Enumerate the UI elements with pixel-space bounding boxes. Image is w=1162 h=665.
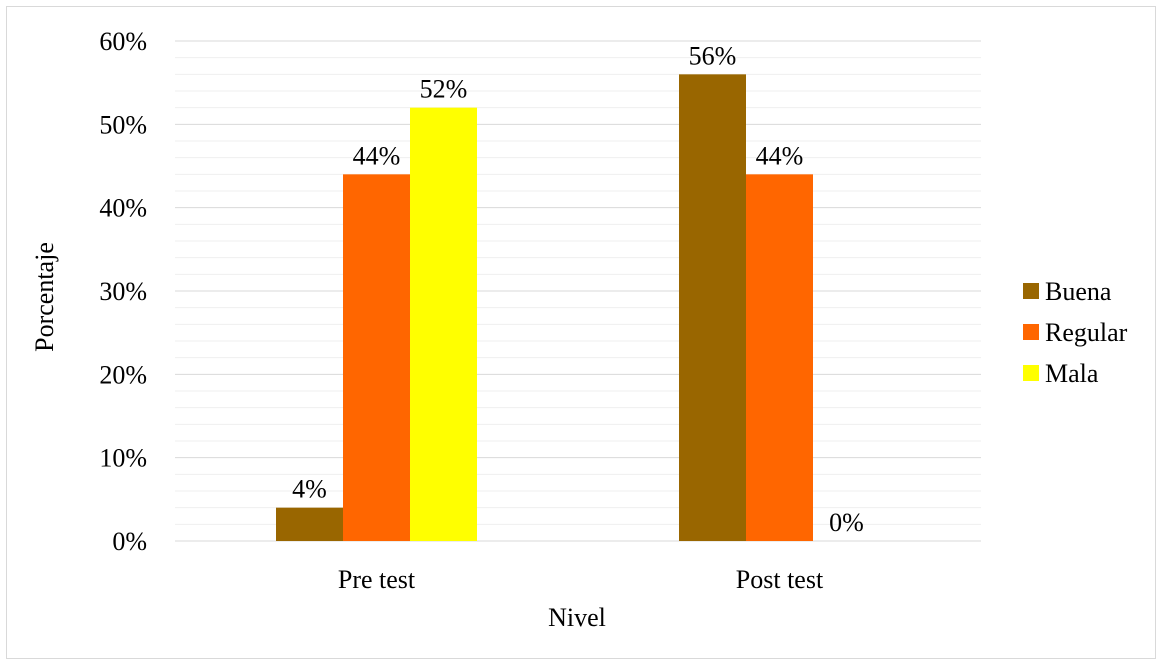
y-tick-label: 10% <box>99 444 147 473</box>
bar-mala <box>410 107 477 542</box>
x-tick-label: Pre test <box>338 565 416 594</box>
y-axis-title: Porcentaje <box>30 242 59 352</box>
legend: Buena Regular Mala <box>1023 277 1128 388</box>
y-axis-ticks: 0% 10% 20% 30% 40% 50% 60% <box>99 27 147 556</box>
legend-label: Regular <box>1045 318 1128 347</box>
bar-regular <box>343 174 410 542</box>
x-axis-title: Nivel <box>548 603 606 632</box>
legend-label: Mala <box>1045 359 1099 388</box>
y-tick-label: 30% <box>99 277 147 306</box>
data-label: 44% <box>756 141 804 170</box>
data-label: 4% <box>292 475 327 504</box>
y-tick-label: 0% <box>112 527 147 556</box>
data-label: 0% <box>829 508 864 537</box>
bar-buena <box>679 74 746 541</box>
bar-buena <box>276 507 343 541</box>
y-tick-label: 50% <box>99 110 147 139</box>
chart-frame: 4% 44% 52% 56% 44% 0% 0% 10% 20% 30% 40% 50% 60% Pr… <box>6 6 1156 659</box>
y-tick-label: 40% <box>99 194 147 223</box>
bar-chart: 4% 44% 52% 56% 44% 0% 0% 10% 20% 30% 40% 50% 60% Pr… <box>30 27 1128 632</box>
data-label: 52% <box>420 75 468 104</box>
legend-swatch <box>1023 283 1039 299</box>
data-label: 44% <box>353 141 401 170</box>
bars <box>276 74 813 542</box>
x-tick-label: Post test <box>736 565 824 594</box>
bar-regular <box>746 174 813 542</box>
data-labels: 4% 44% 52% 56% 44% 0% <box>292 41 864 537</box>
legend-swatch <box>1023 365 1039 381</box>
y-tick-label: 60% <box>99 27 147 56</box>
y-tick-label: 20% <box>99 360 147 389</box>
data-label: 56% <box>689 41 737 70</box>
x-axis-ticks: Pre test Post test <box>338 565 824 594</box>
gridlines <box>175 40 981 542</box>
legend-swatch <box>1023 324 1039 340</box>
legend-label: Buena <box>1045 277 1112 306</box>
